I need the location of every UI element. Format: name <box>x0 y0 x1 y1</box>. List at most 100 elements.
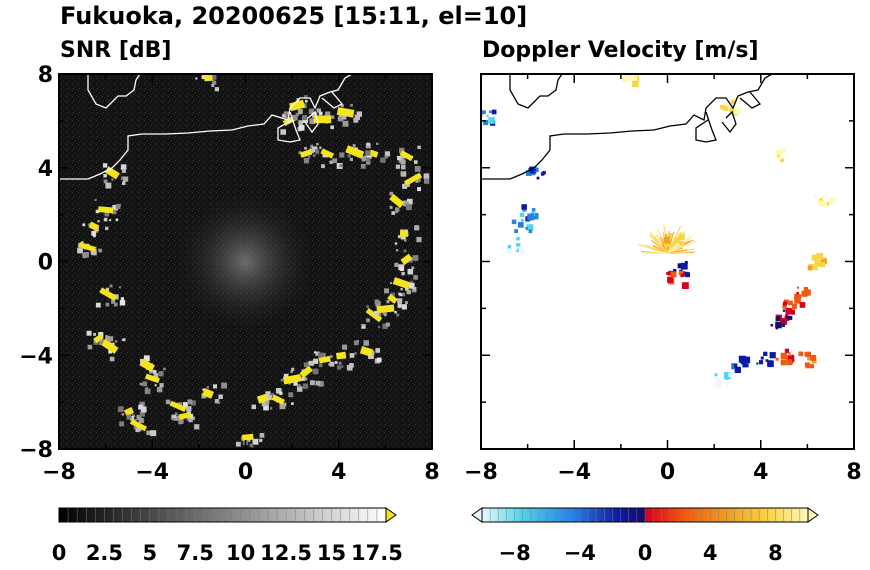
snr-echo-speckle <box>297 384 301 388</box>
snr-echo-speckle <box>142 381 148 387</box>
snr-echo-speckle <box>407 198 413 205</box>
snr-echo-speckle <box>201 393 207 399</box>
snr-echo-speckle <box>236 441 241 447</box>
velocity-echo-pixel <box>516 243 521 248</box>
snr-echo-cluster <box>395 145 421 172</box>
velocity-echo-pixel <box>801 290 808 297</box>
snr-echo-core <box>345 145 365 159</box>
velocity-echo-cluster <box>720 98 741 116</box>
snr-echo-speckle <box>410 280 414 284</box>
snr-echo-speckle <box>290 370 293 373</box>
snr-echo-speckle <box>296 386 303 392</box>
snr-echo-speckle <box>401 164 406 170</box>
snr-echo-speckle <box>413 287 417 291</box>
snr-echo-speckle <box>423 173 430 179</box>
snr-echo-speckle <box>394 262 399 267</box>
snr-echo-speckle <box>82 223 86 227</box>
snr-echo-speckle <box>312 368 319 375</box>
colorbar-extend-max <box>385 507 397 523</box>
snr-echo-speckle <box>408 282 415 289</box>
snr-echo-core <box>392 277 411 290</box>
colorbar-tick-label: 7.5 <box>177 541 214 565</box>
snr-echo-core <box>335 351 347 360</box>
snr-echo-speckle <box>263 404 269 411</box>
snr-echo-speckle <box>283 373 289 379</box>
velocity-echo-pixel <box>733 364 738 368</box>
snr-echo-speckle <box>319 363 323 368</box>
velocity-echo-pixel <box>519 212 525 218</box>
snr-echo-speckle <box>122 181 126 185</box>
velocity-echo-pixel <box>775 316 781 321</box>
colorbar-tick-label: 0 <box>638 541 653 565</box>
snr-echo-speckle <box>315 380 321 386</box>
snr-echo-speckle <box>105 335 108 338</box>
velocity-clutter-ray <box>653 236 668 254</box>
snr-echo-cluster <box>315 142 345 169</box>
snr-echo-speckle <box>153 373 159 378</box>
snr-echo-speckle <box>217 401 220 404</box>
velocity-echo-pixel <box>673 242 676 245</box>
snr-panel <box>58 68 433 450</box>
snr-echo-speckle <box>356 111 362 117</box>
velocity-clutter-ray <box>645 252 668 254</box>
velocity-echo-pixel <box>509 248 512 252</box>
velocity-echo-pixel <box>788 352 791 355</box>
velocity-echo-pixel <box>796 286 800 289</box>
snr-echo-speckle <box>103 217 108 222</box>
snr-echo-speckle <box>119 300 126 306</box>
snr-echo-speckle <box>298 124 305 131</box>
snr-echo-speckle <box>218 68 220 70</box>
snr-echo-speckle <box>341 365 344 368</box>
snr-echo-speckle <box>139 382 143 386</box>
snr-echo-speckle <box>265 400 270 405</box>
velocity-echo-pixel <box>807 265 813 271</box>
snr-echo-cluster <box>361 305 390 329</box>
snr-echo-core <box>204 74 213 82</box>
colorbar-tick-label: 12.5 <box>260 541 312 565</box>
x-tick-label: −4 <box>557 460 591 485</box>
snr-echo-speckle <box>187 399 193 405</box>
velocity-echo-pixel <box>679 240 685 246</box>
snr-echo-core <box>123 407 135 417</box>
snr-echo-cluster <box>99 335 126 362</box>
snr-echo-cluster <box>298 144 320 164</box>
snr-echo-speckle <box>366 142 370 146</box>
snr-echo-speckle <box>396 313 400 317</box>
snr-echo-speckle <box>126 414 132 420</box>
velocity-echo-pixel <box>542 171 546 175</box>
snr-echo-core <box>376 304 395 314</box>
snr-echo-speckle <box>413 275 418 280</box>
snr-echo-speckle <box>368 353 374 359</box>
velocity-echo-pixel <box>782 320 785 323</box>
snr-echo-speckle <box>201 75 206 80</box>
snr-echo-core <box>139 358 155 372</box>
snr-echo-speckle <box>159 383 164 388</box>
velocity-echo-pixel <box>667 276 674 283</box>
velocity-echo-pixel <box>775 150 780 155</box>
snr-echo-speckle <box>363 340 369 346</box>
snr-echo-layer <box>77 68 430 449</box>
velocity-echo-pixel <box>814 260 821 267</box>
snr-echo-speckle <box>280 129 286 135</box>
snr-echo-speckle <box>194 424 200 430</box>
snr-center-clutter <box>175 191 316 332</box>
snr-echo-speckle <box>122 176 129 182</box>
snr-echo-speckle <box>178 418 184 424</box>
snr-echo-speckle <box>390 292 395 298</box>
snr-echo-speckle <box>339 164 343 168</box>
snr-echo-speckle <box>339 152 345 158</box>
snr-echo-core <box>399 230 409 238</box>
snr-echo-speckle <box>367 161 370 165</box>
colorbar-tick-label: 4 <box>703 541 718 565</box>
snr-echo-speckle <box>382 323 388 329</box>
snr-echo-speckle <box>122 338 126 342</box>
snr-echo-speckle <box>108 349 113 354</box>
snr-echo-speckle <box>139 411 145 417</box>
snr-echo-speckle <box>337 116 344 122</box>
snr-echo-core <box>336 107 355 118</box>
velocity-echo-pixel <box>796 292 799 295</box>
velocity-echo-pixel <box>820 258 827 265</box>
snr-echo-speckle <box>120 297 124 301</box>
y-tick-label: 4 <box>38 157 53 182</box>
snr-echo-speckle <box>146 430 151 436</box>
